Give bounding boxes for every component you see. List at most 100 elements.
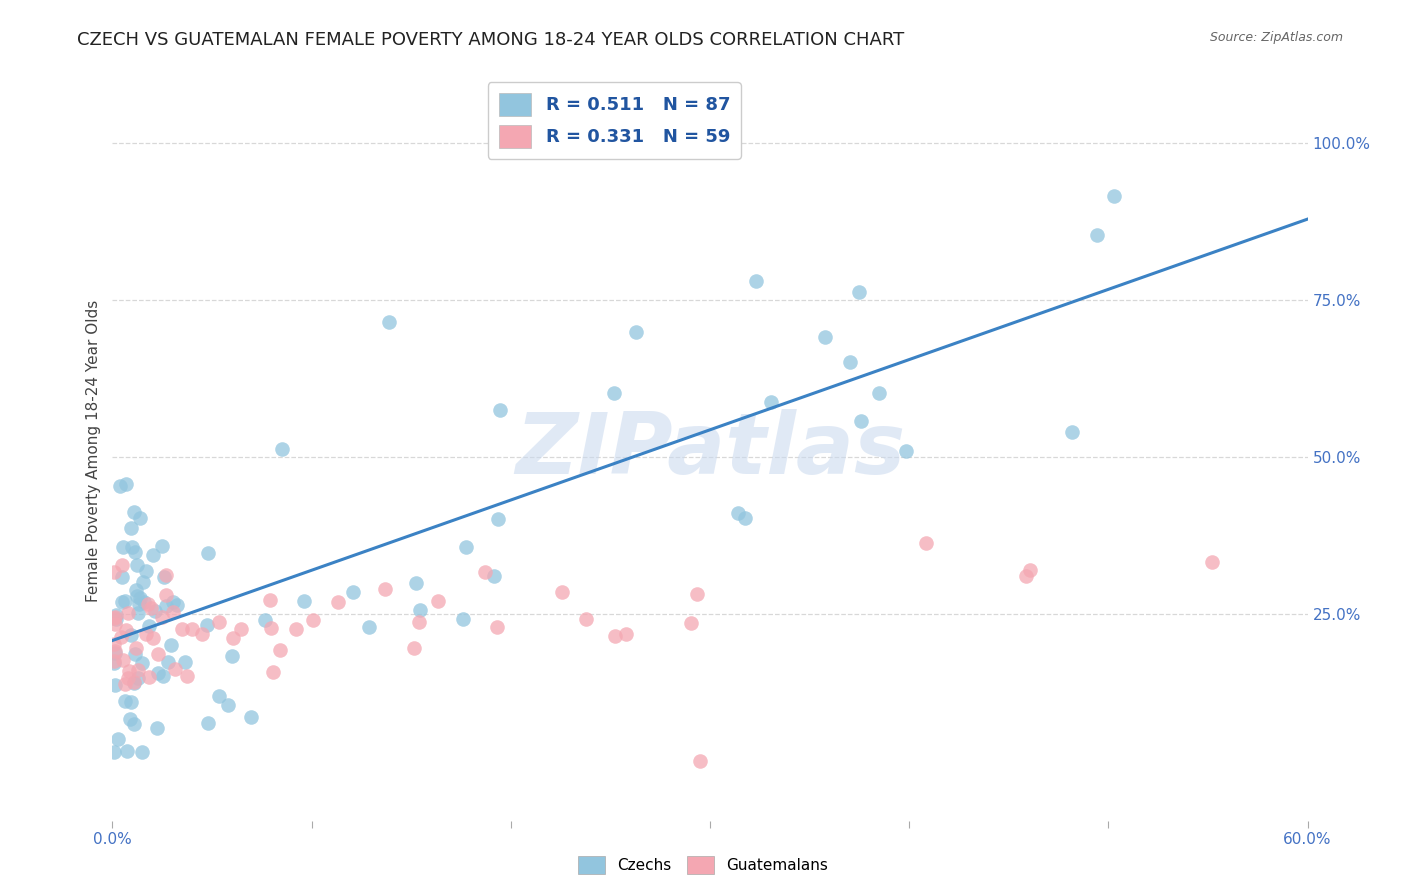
Point bbox=[103, 637, 125, 651]
Point bbox=[125, 558, 148, 573]
Point bbox=[122, 676, 145, 690]
Point bbox=[603, 386, 626, 401]
Point bbox=[117, 671, 139, 685]
Point bbox=[217, 698, 239, 712]
Point bbox=[150, 610, 173, 624]
Point bbox=[614, 627, 637, 641]
Point bbox=[197, 546, 219, 560]
Point bbox=[1014, 569, 1036, 583]
Point bbox=[679, 616, 702, 631]
Point bbox=[454, 540, 477, 554]
Point bbox=[127, 663, 149, 677]
Point bbox=[104, 607, 127, 622]
Point bbox=[195, 617, 218, 632]
Point bbox=[474, 565, 496, 579]
Point bbox=[484, 568, 506, 582]
Point bbox=[427, 593, 450, 607]
Point bbox=[269, 643, 291, 657]
Point bbox=[111, 558, 134, 572]
Point bbox=[342, 585, 364, 599]
Point bbox=[262, 665, 284, 679]
Point bbox=[378, 315, 401, 329]
Point bbox=[111, 540, 134, 554]
Point bbox=[231, 622, 253, 636]
Point bbox=[124, 716, 146, 731]
Point bbox=[138, 670, 160, 684]
Point bbox=[104, 647, 127, 661]
Point bbox=[103, 657, 125, 671]
Text: CZECH VS GUATEMALAN FEMALE POVERTY AMONG 18-24 YEAR OLDS CORRELATION CHART: CZECH VS GUATEMALAN FEMALE POVERTY AMONG… bbox=[77, 31, 904, 49]
Point bbox=[142, 548, 165, 562]
Point bbox=[110, 479, 132, 493]
Point bbox=[139, 601, 162, 615]
Point bbox=[150, 539, 173, 553]
Point bbox=[143, 604, 166, 618]
Legend: Czechs, Guatemalans: Czechs, Guatemalans bbox=[571, 850, 835, 880]
Point bbox=[260, 621, 283, 635]
Point bbox=[402, 641, 425, 656]
Point bbox=[125, 640, 148, 655]
Point bbox=[605, 629, 627, 643]
Point bbox=[486, 512, 509, 526]
Point bbox=[129, 510, 152, 524]
Point bbox=[914, 536, 936, 550]
Point bbox=[574, 612, 596, 626]
Point bbox=[132, 575, 155, 590]
Point bbox=[127, 671, 149, 685]
Point bbox=[162, 605, 184, 619]
Point bbox=[125, 582, 148, 597]
Point bbox=[159, 638, 181, 652]
Point bbox=[284, 622, 307, 636]
Point bbox=[104, 609, 127, 624]
Point bbox=[1085, 227, 1108, 242]
Point bbox=[253, 613, 276, 627]
Point bbox=[146, 665, 169, 680]
Point bbox=[745, 275, 768, 289]
Point bbox=[135, 564, 157, 578]
Point bbox=[120, 695, 142, 709]
Point bbox=[125, 590, 148, 604]
Point bbox=[118, 712, 141, 726]
Point bbox=[103, 565, 125, 579]
Point bbox=[145, 721, 167, 735]
Point bbox=[453, 612, 475, 626]
Point bbox=[124, 544, 146, 558]
Point bbox=[110, 595, 132, 609]
Point bbox=[176, 668, 198, 682]
Y-axis label: Female Poverty Among 18-24 Year Olds: Female Poverty Among 18-24 Year Olds bbox=[86, 300, 101, 601]
Point bbox=[107, 731, 129, 746]
Point bbox=[105, 612, 128, 626]
Point bbox=[814, 330, 837, 344]
Point bbox=[485, 620, 508, 634]
Point bbox=[115, 624, 138, 638]
Point bbox=[135, 626, 157, 640]
Point bbox=[1201, 555, 1223, 569]
Legend: R = 0.511   N = 87, R = 0.331   N = 59: R = 0.511 N = 87, R = 0.331 N = 59 bbox=[488, 82, 741, 159]
Point bbox=[103, 654, 125, 668]
Point bbox=[163, 662, 186, 676]
Point bbox=[155, 567, 177, 582]
Point bbox=[148, 647, 170, 661]
Point bbox=[734, 510, 756, 524]
Point bbox=[551, 585, 574, 599]
Point bbox=[129, 591, 152, 605]
Point bbox=[727, 506, 749, 520]
Point bbox=[191, 627, 214, 641]
Point bbox=[409, 603, 432, 617]
Point bbox=[127, 606, 149, 620]
Point bbox=[155, 599, 177, 613]
Point bbox=[848, 285, 870, 300]
Point bbox=[896, 443, 918, 458]
Point bbox=[155, 588, 177, 602]
Point bbox=[839, 355, 862, 369]
Point bbox=[136, 597, 159, 611]
Point bbox=[110, 631, 132, 645]
Point bbox=[118, 665, 141, 679]
Point bbox=[124, 647, 146, 661]
Point bbox=[868, 386, 890, 401]
Point bbox=[1062, 425, 1084, 439]
Point bbox=[117, 606, 139, 620]
Point bbox=[122, 675, 145, 690]
Point bbox=[222, 631, 245, 645]
Point bbox=[152, 569, 174, 583]
